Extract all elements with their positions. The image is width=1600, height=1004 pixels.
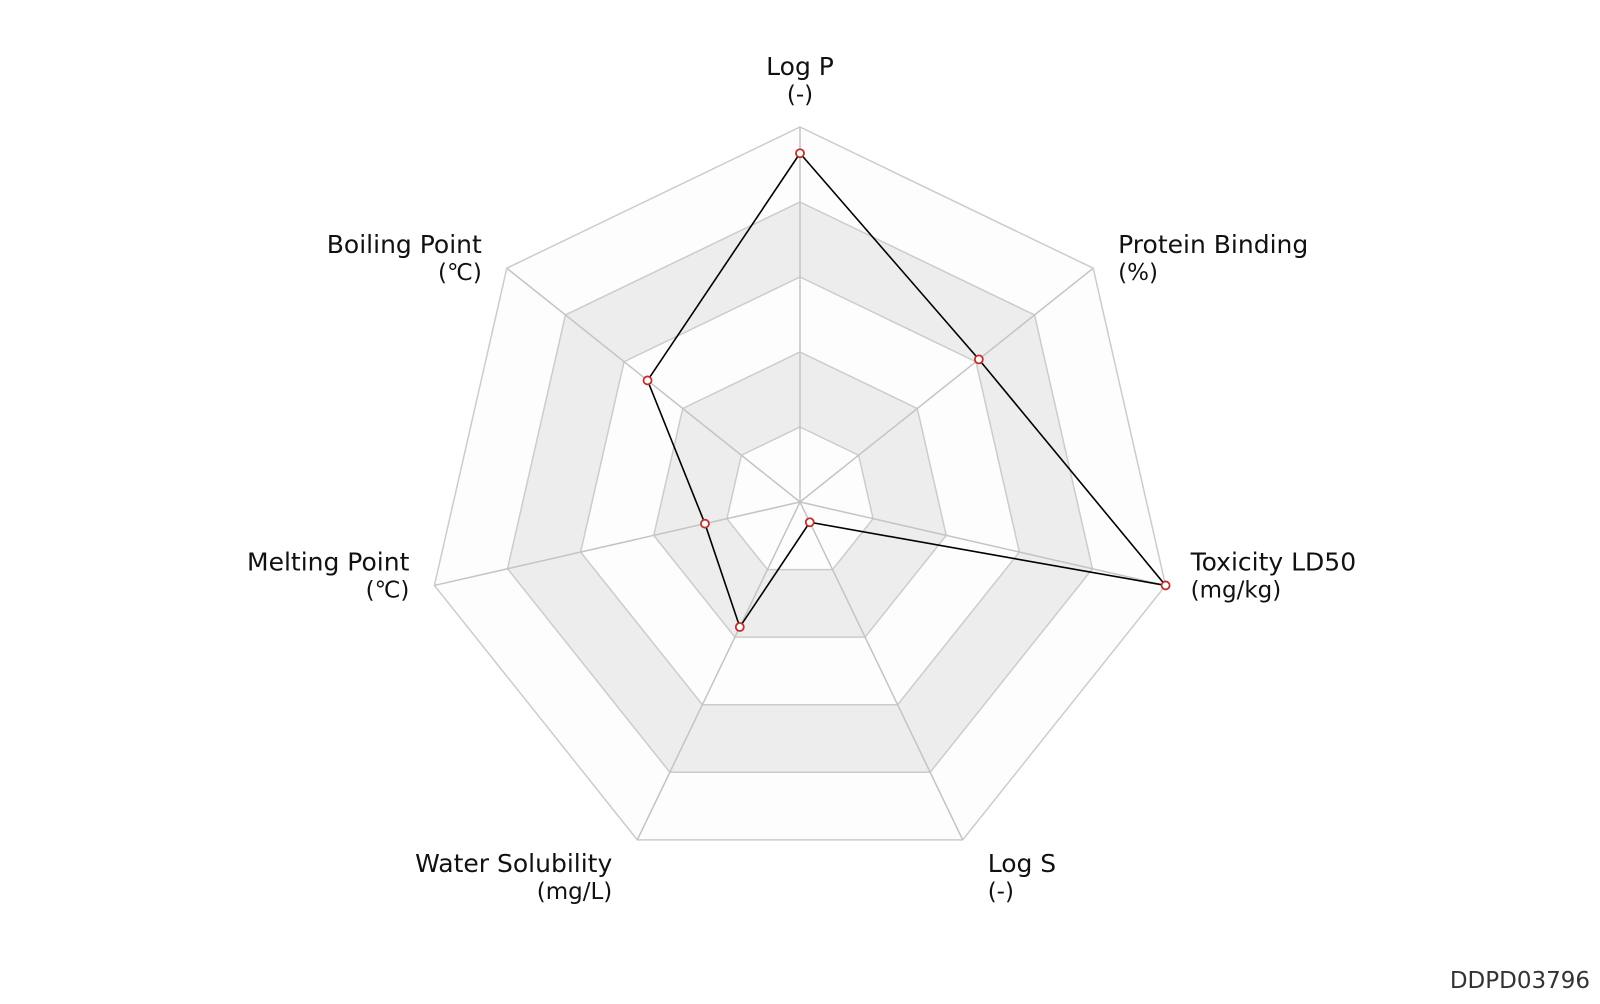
data-point-2 xyxy=(973,354,984,365)
axis-unit-6: (℃) xyxy=(366,577,410,603)
axis-label-6: Melting Point(℃) xyxy=(247,547,410,603)
data-point-4 xyxy=(804,517,815,528)
axis-unit-3: (mg/kg) xyxy=(1191,577,1282,603)
axis-unit-7: (℃) xyxy=(438,260,482,286)
axis-unit-2: (%) xyxy=(1118,260,1158,286)
axis-name-3: Toxicity LD50 xyxy=(1190,547,1357,576)
data-point-1 xyxy=(795,148,805,159)
radar-spoke-4 xyxy=(799,501,964,841)
axis-label-5: Water Solubility(mg/L) xyxy=(415,849,612,905)
compound-id-label: DDPD03796 xyxy=(1449,968,1590,994)
axis-name-4: Log S xyxy=(988,849,1056,878)
radar-spoke-2 xyxy=(799,267,1094,503)
data-point-5 xyxy=(734,622,745,632)
axis-unit-1: (-) xyxy=(787,82,813,108)
axis-name-2: Protein Binding xyxy=(1118,230,1308,259)
data-point-7 xyxy=(642,375,653,386)
axis-label-1: Log P(-) xyxy=(766,52,834,108)
axis-name-7: Boiling Point xyxy=(327,230,482,259)
radar-series-line-1 xyxy=(646,151,1168,629)
radar-spoke-3 xyxy=(799,501,1166,587)
axis-label-3: Toxicity LD50(mg/kg) xyxy=(1190,547,1357,603)
axis-unit-5: (mg/L) xyxy=(537,879,613,905)
data-point-6 xyxy=(700,518,710,529)
axis-unit-4: (-) xyxy=(988,879,1014,905)
axis-name-1: Log P xyxy=(766,52,834,81)
radar-grid-spokes xyxy=(434,127,1166,841)
axis-label-4: Log S(-) xyxy=(988,849,1056,905)
radar-series xyxy=(642,148,1171,632)
radar-spoke-5 xyxy=(636,501,801,841)
axis-label-2: Protein Binding(%) xyxy=(1118,230,1308,286)
axis-label-7: Boiling Point(℃) xyxy=(327,230,482,286)
radar-axis-labels: Log P(-)Protein Binding(%)Toxicity LD50(… xyxy=(247,52,1356,905)
data-point-3 xyxy=(1160,580,1171,591)
axis-name-6: Melting Point xyxy=(247,547,410,576)
axis-name-5: Water Solubility xyxy=(415,849,612,878)
radar-spoke-7 xyxy=(506,267,801,503)
radar-spoke-6 xyxy=(434,501,801,587)
